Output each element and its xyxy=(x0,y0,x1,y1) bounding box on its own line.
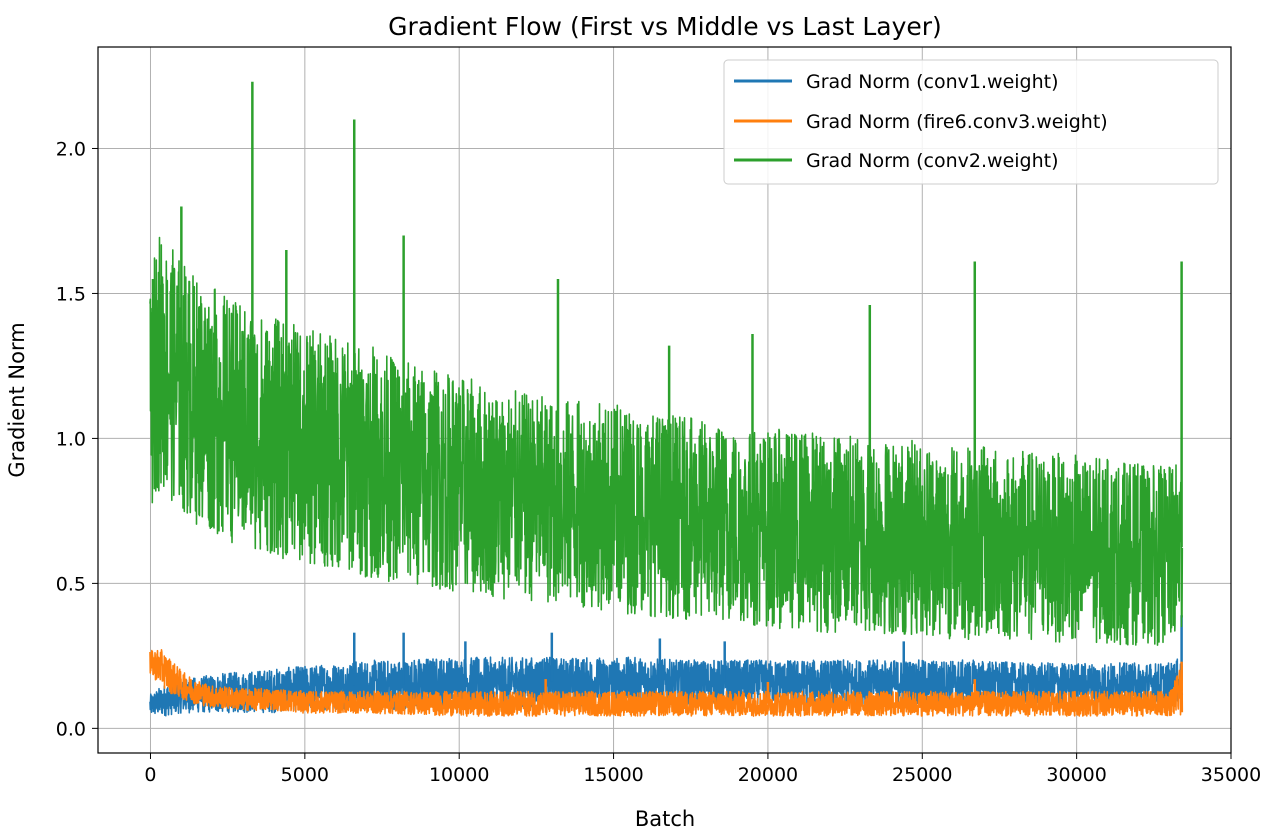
y-tick-label: 2.0 xyxy=(56,138,86,160)
x-axis-ticks: 0 5000 10000 15000 20000 25000 30000 35000 xyxy=(144,753,1261,786)
y-axis-label: Gradient Norm xyxy=(5,322,29,477)
series-layer xyxy=(149,81,1184,717)
legend-box xyxy=(723,59,1219,185)
series-line-fire6-conv3 xyxy=(149,648,1184,717)
legend-label-conv1: Grad Norm (conv1.weight) xyxy=(806,71,1059,93)
series-line-conv2 xyxy=(149,236,1184,646)
x-tick-label: 15000 xyxy=(583,764,643,786)
series-conv2 xyxy=(149,81,1184,646)
y-tick-label: 0.0 xyxy=(56,718,86,740)
x-tick-label: 35000 xyxy=(1201,764,1261,786)
y-tick-label: 0.5 xyxy=(56,573,86,595)
y-axis-ticks: 0.0 0.5 1.0 1.5 2.0 xyxy=(56,138,98,740)
x-tick-label: 25000 xyxy=(892,764,952,786)
legend-label-fire6: Grad Norm (fire6.conv3.weight) xyxy=(806,111,1108,133)
x-tick-label: 10000 xyxy=(429,764,489,786)
y-tick-label: 1.5 xyxy=(56,283,86,305)
x-tick-label: 5000 xyxy=(281,764,329,786)
x-axis-label: Batch xyxy=(635,807,695,831)
legend: Grad Norm (conv1.weight) Grad Norm (fire… xyxy=(723,59,1219,185)
x-tick-label: 20000 xyxy=(738,764,798,786)
legend-label-conv2: Grad Norm (conv2.weight) xyxy=(806,150,1059,172)
y-tick-label: 1.0 xyxy=(56,428,86,450)
x-tick-label: 0 xyxy=(144,764,156,786)
series-fire6-conv3 xyxy=(149,648,1184,717)
plot-frame xyxy=(97,46,1232,754)
chart-title: Gradient Flow (First vs Middle vs Last L… xyxy=(388,12,942,41)
x-tick-label: 30000 xyxy=(1046,764,1106,786)
